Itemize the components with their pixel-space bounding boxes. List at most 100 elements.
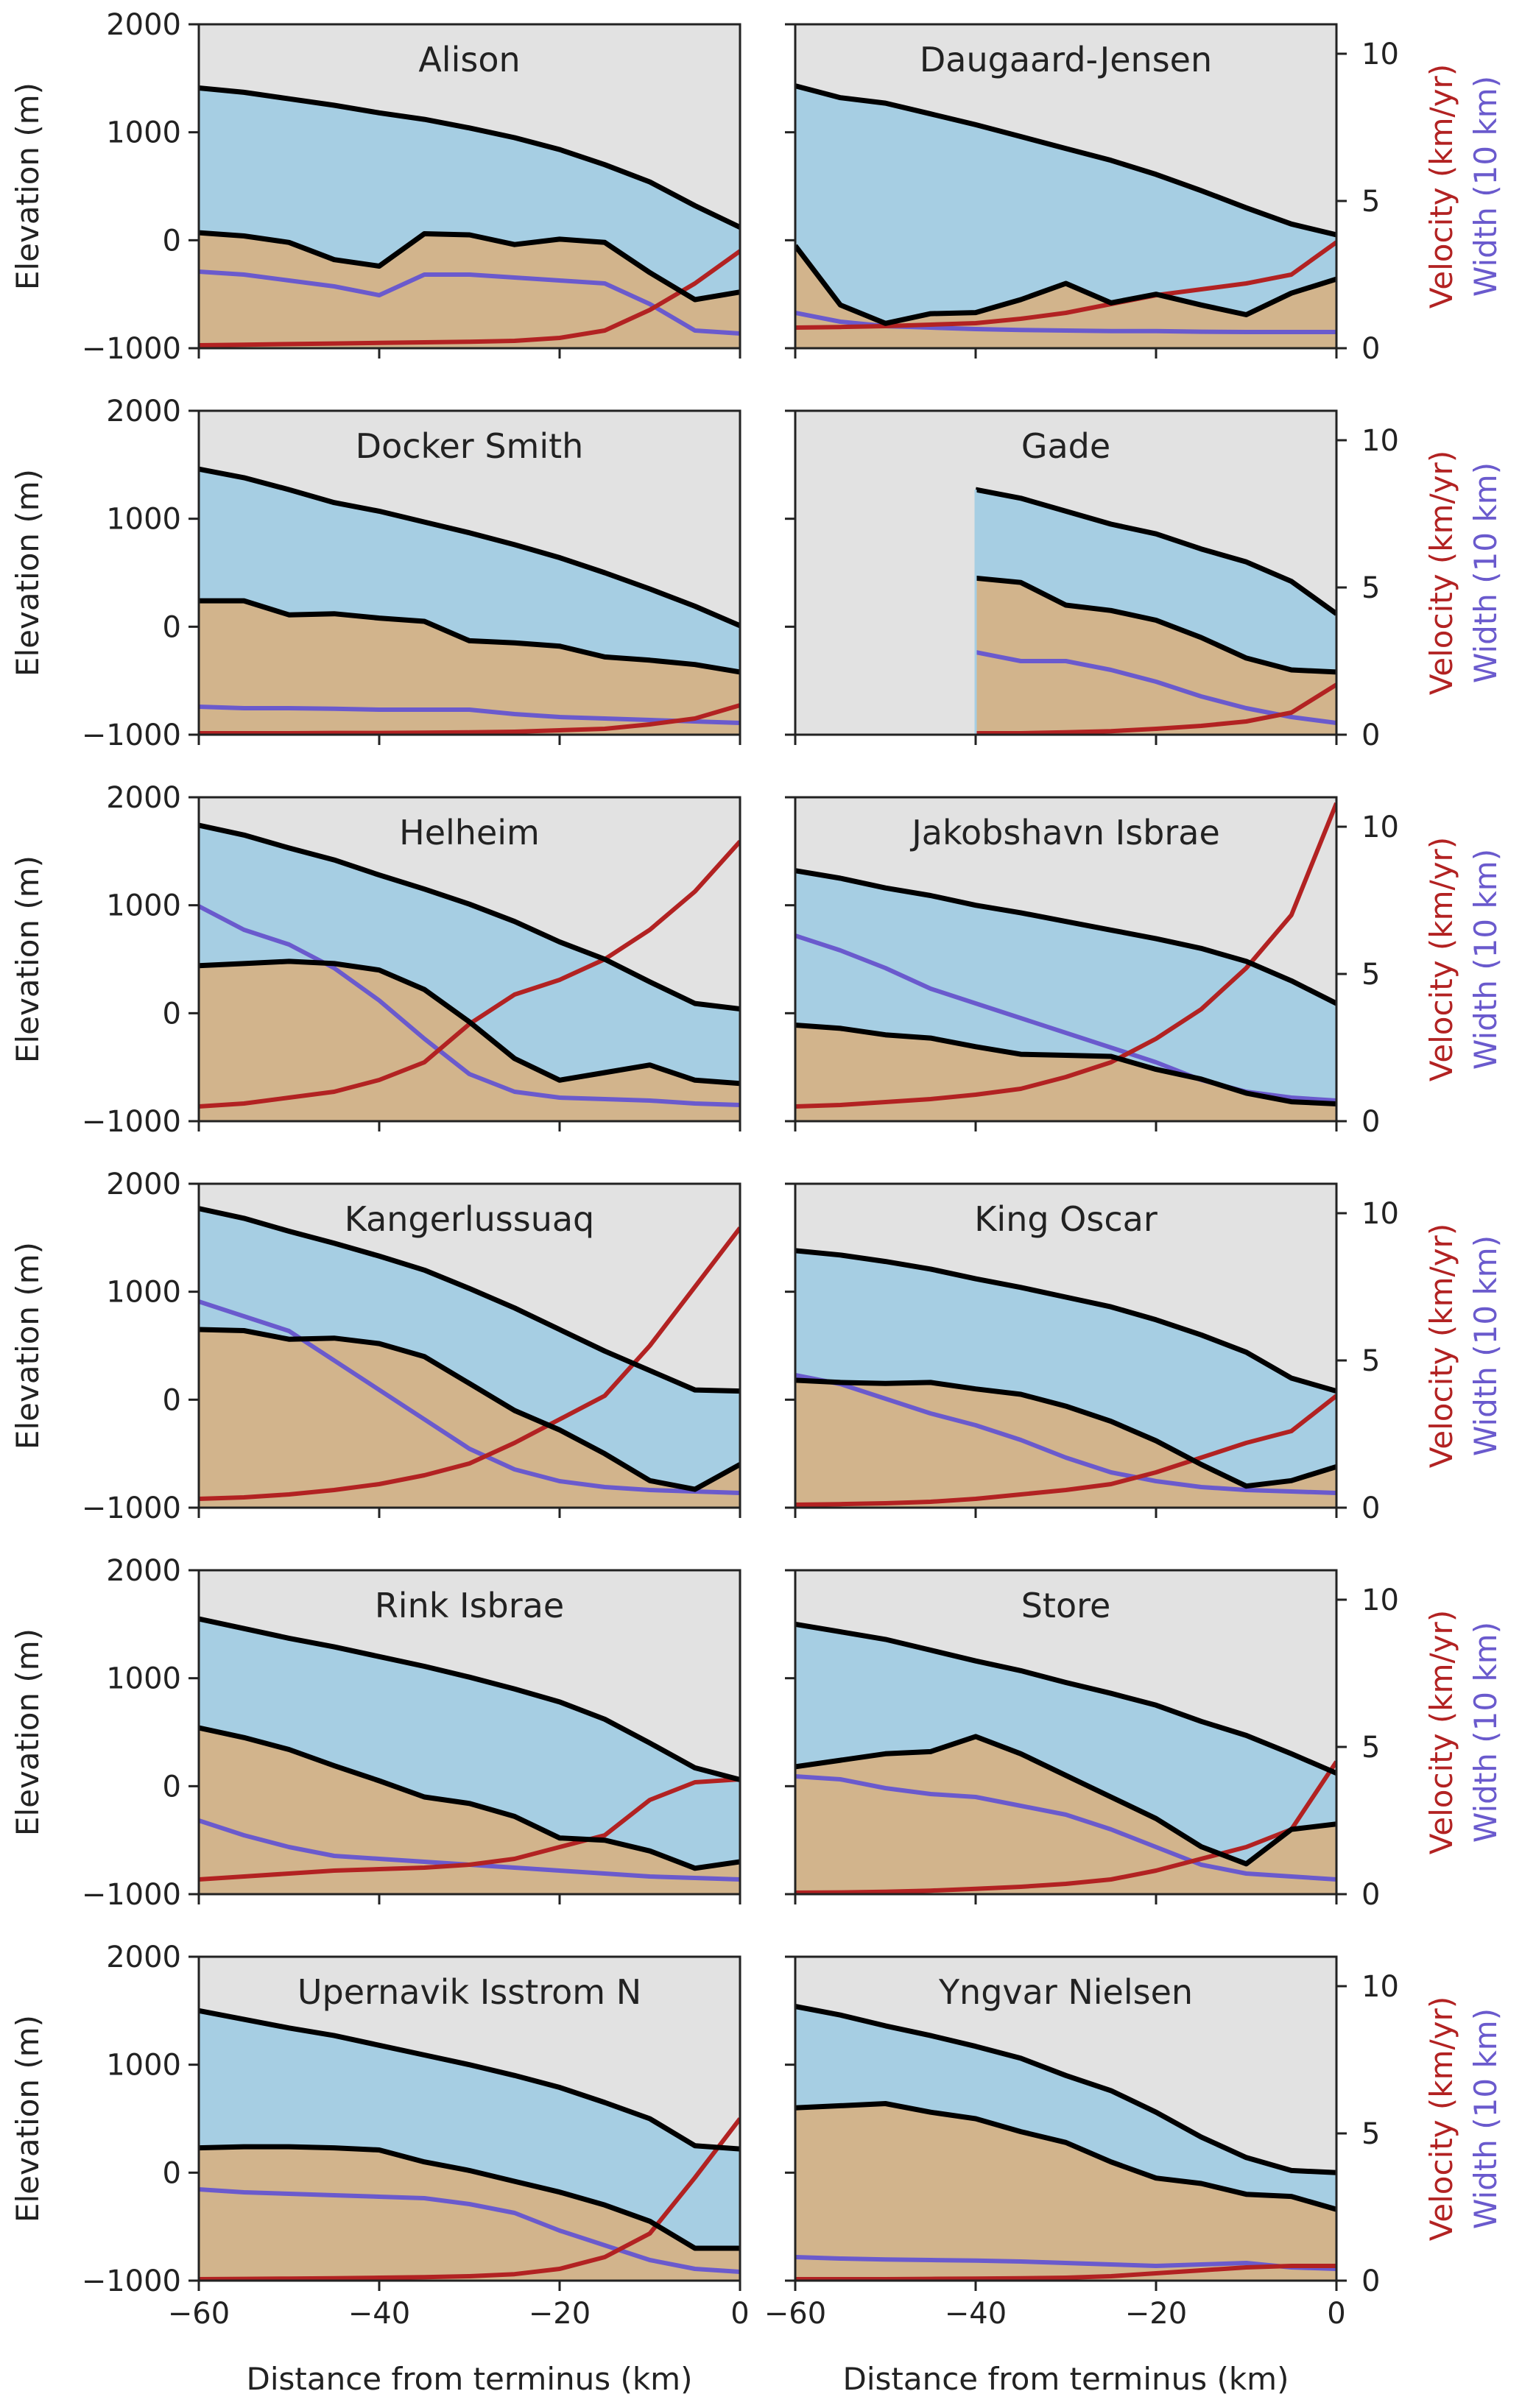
surface-line	[199, 466, 740, 629]
panel-2: Docker Smith 2000 1000 0 −1000 Elevation (m)	[10, 395, 741, 752]
y-tick-label: 0	[163, 1770, 181, 1804]
bed-line	[795, 1023, 1336, 1106]
surface-line	[795, 1621, 1336, 1776]
x-tick-label: −40	[945, 2297, 1007, 2331]
panel-title: Docker Smith	[356, 426, 584, 466]
velocity-line	[199, 2117, 740, 2281]
ice-area	[795, 85, 1336, 324]
y-tick-label: 0	[163, 1383, 181, 1417]
y-tick-label: 0	[163, 224, 181, 258]
panel-title: Helheim	[399, 813, 540, 852]
panel-title: Yngvar Nielsen	[938, 1972, 1193, 2012]
velocity-line	[795, 802, 1336, 1109]
panel-frame	[197, 1569, 741, 1896]
width-line	[795, 2255, 1336, 2271]
ice-area	[199, 1208, 740, 1490]
bed-area	[199, 1330, 740, 1508]
ice-area	[199, 2010, 740, 2248]
panel-4: Helheim 2000 1000 0 −1000 Elevation (m)	[10, 781, 741, 1139]
y2-tick-label: 0	[1361, 1878, 1380, 1912]
velocity-axis-label: Velocity (km/yr)	[1423, 1996, 1459, 2241]
y-tick-label: 1000	[106, 1276, 181, 1310]
panel-frame	[794, 796, 1338, 1123]
plot-area	[795, 83, 1336, 348]
x-tick-label: −60	[764, 2297, 826, 2331]
velocity-line	[976, 682, 1336, 735]
velocity-axis-label: Velocity (km/yr)	[1423, 1224, 1459, 1468]
plot-area	[795, 2004, 1336, 2281]
bed-line	[199, 598, 740, 675]
bed-line	[975, 575, 1336, 675]
x-axis-label: Distance from terminus (km)	[843, 2361, 1289, 2397]
velocity-line	[795, 240, 1336, 330]
panel-frame	[197, 409, 741, 736]
velocity-line	[199, 1226, 740, 1501]
y-tick-label: −1000	[82, 1491, 181, 1525]
panel-title: Rink Isbrae	[375, 1586, 564, 1625]
surface-line	[199, 2008, 740, 2152]
ice-area	[795, 2006, 1336, 2210]
y-tick-label: 2000	[106, 781, 181, 815]
y-axis-label: Elevation (m)	[10, 469, 46, 677]
plot-area	[795, 1621, 1336, 1894]
y2-tick-label: 5	[1361, 185, 1380, 219]
velocity-axis-label: Velocity (km/yr)	[1423, 837, 1459, 1081]
panel-title: Store	[1021, 1586, 1111, 1625]
panel-frame	[197, 23, 741, 350]
x-tick-label: 0	[730, 2297, 749, 2331]
y-axis-label: Elevation (m)	[10, 82, 46, 290]
bed-line	[199, 1327, 740, 1492]
bed-line	[199, 2144, 740, 2251]
x-tick-label: −20	[529, 2297, 591, 2331]
x-tick-label: 0	[1327, 2297, 1345, 2331]
panel-8: Rink Isbrae 2000 1000 0 −1000 Elevation (m)	[10, 1554, 741, 1912]
y-tick-label: −1000	[82, 1105, 181, 1139]
panel-frame	[794, 409, 1338, 736]
y2-tick-label: 0	[1361, 2264, 1380, 2298]
y-axis-label: Elevation (m)	[10, 2015, 46, 2222]
panel-10: Upernavik Isstrom N −60 −40 −20 0 2000 1000 0 −1…	[10, 1941, 750, 2331]
ice-area	[199, 88, 740, 300]
bed-line	[795, 2101, 1336, 2212]
bed-line	[199, 1725, 740, 1871]
plot-area	[795, 802, 1336, 1121]
surface-line	[795, 1248, 1336, 1394]
bed-area	[199, 1728, 740, 1894]
y-tick-label: −1000	[82, 1878, 181, 1912]
y-tick-label: 2000	[106, 1554, 181, 1588]
y-tick-label: 2000	[106, 1941, 181, 1974]
panel-frame	[794, 23, 1338, 350]
panel-frame	[794, 1569, 1338, 1896]
panel-9: Store 10 5 0 Velocity (km/yr) Width (10 km)	[785, 1569, 1504, 1912]
y2-tick-label: 10	[1361, 38, 1399, 71]
plot-area	[199, 822, 740, 1121]
plot-area	[199, 1616, 740, 1894]
bed-line	[795, 1734, 1336, 1867]
plot-area	[795, 1248, 1336, 1508]
plot-area	[199, 1206, 740, 1508]
y2-tick-label: 10	[1361, 811, 1399, 844]
y-tick-label: 1000	[106, 1662, 181, 1696]
panel-1: Daugaard-Jensen 10 5 0 Velocity (km/yr) Width…	[785, 23, 1504, 366]
y2-tick-label: 0	[1361, 332, 1380, 366]
panel-frame	[794, 1182, 1338, 1509]
width-axis-label: Width (10 km)	[1468, 462, 1504, 683]
panel-title: Jakobshavn Isbrae	[909, 813, 1220, 852]
y2-tick-label: 0	[1361, 1105, 1380, 1139]
velocity-line	[795, 2264, 1336, 2281]
velocity-line	[795, 1394, 1336, 1507]
y2-tick-label: 0	[1361, 718, 1380, 752]
y2-tick-label: 10	[1361, 424, 1399, 458]
surface-line	[199, 822, 740, 1011]
panel-7: King Oscar 10 5 0 Velocity (km/yr) Width (10 …	[785, 1182, 1504, 1525]
panel-6: Kangerlussuaq 2000 1000 0 −1000 Elevation (m)	[10, 1168, 741, 1525]
width-line	[199, 269, 740, 336]
ice-area	[976, 490, 1336, 672]
ice-area	[795, 870, 1336, 1104]
surface-line	[199, 1206, 740, 1394]
panel-title: Daugaard-Jensen	[920, 40, 1212, 80]
velocity-axis-label: Velocity (km/yr)	[1423, 451, 1459, 695]
panel-frame	[197, 1182, 741, 1509]
panel-5: Jakobshavn Isbrae 10 5 0 Velocity (km/yr) Wid…	[785, 796, 1504, 1139]
